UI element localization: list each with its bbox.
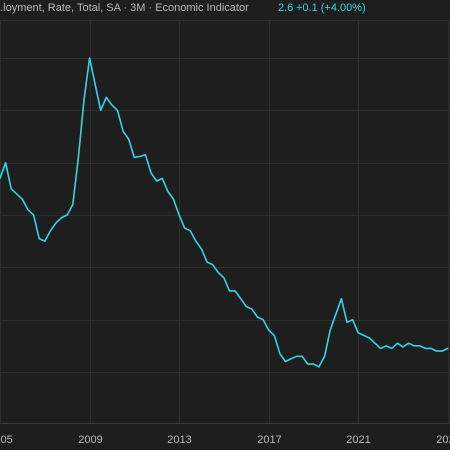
x-tick-label-2021: 2021 — [346, 434, 370, 446]
chart-header: ...loyment, Rate, Total, SA · 3M · Econo… — [0, 0, 450, 18]
x-tick-label-2005: 2005 — [0, 434, 13, 446]
x-tick-label-2017: 2017 — [257, 434, 281, 446]
last-value: 2.6 — [278, 2, 294, 14]
x-tick-label-2009: 2009 — [78, 434, 102, 446]
change-value: +0.1 (+4.00%) — [296, 2, 366, 14]
series-title: ...loyment, Rate, Total, SA · 3M · Econo… — [0, 2, 249, 14]
x-tick-label-2025: 2025 — [436, 434, 450, 446]
series-line-0 — [0, 57, 449, 368]
x-tick-label-2013: 2013 — [167, 434, 191, 446]
